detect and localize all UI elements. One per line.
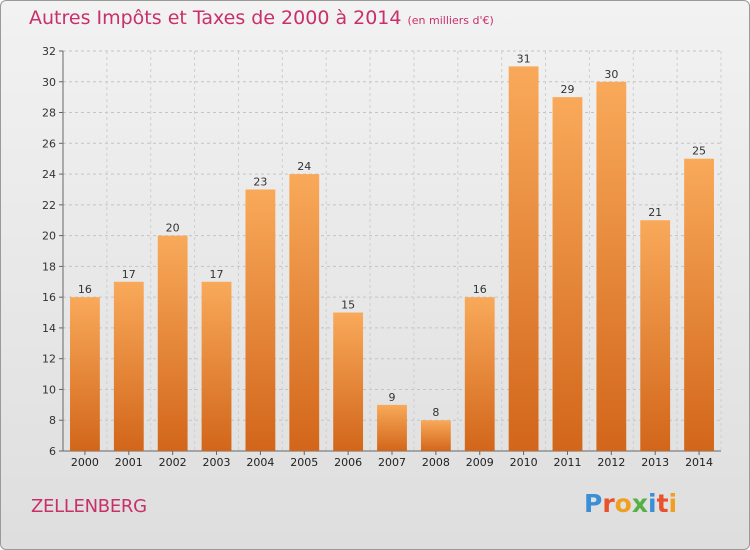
bar-value-label: 31 [517,52,531,65]
x-tick-label: 2004 [246,456,274,469]
y-tick-label: 28 [42,107,56,120]
y-tick-label: 30 [42,76,56,89]
bar-value-label: 17 [122,268,136,281]
bar [201,281,232,451]
y-tick-label: 18 [42,260,56,273]
bar-value-label: 15 [341,299,355,312]
bar-value-label: 16 [78,283,92,296]
x-tick-label: 2007 [378,456,406,469]
y-tick-label: 20 [42,230,56,243]
bar-value-label: 9 [389,391,396,404]
x-tick-label: 2006 [334,456,362,469]
bar-value-label: 20 [166,222,180,235]
bar-value-label: 16 [473,283,487,296]
bar [508,66,539,451]
bar [596,81,627,452]
x-tick-label: 2014 [685,456,713,469]
bars [70,66,714,452]
bar-value-label: 21 [648,206,662,219]
bar-value-label: 29 [560,83,574,96]
y-tick-label: 22 [42,199,56,212]
bar-value-label: 23 [253,175,267,188]
bar [640,220,671,451]
bar-value-label: 17 [210,268,224,281]
logo-letter: x [631,489,648,518]
y-tick-label: 14 [42,322,56,335]
x-tick-label: 2001 [115,456,143,469]
x-tick-label: 2000 [71,456,99,469]
y-tick-label: 16 [42,291,56,304]
logo-letter: o [614,489,632,518]
bar [464,297,495,451]
x-tick-label: 2011 [553,456,581,469]
bar [377,404,407,451]
bar [333,312,364,451]
bar [245,189,276,451]
x-tick-label: 2009 [466,456,494,469]
y-tick-label: 10 [42,383,56,396]
bar-value-label: 24 [297,160,311,173]
x-tick-label: 2013 [641,456,669,469]
logo-letter: r [602,489,615,518]
logo-letter: i [668,489,678,518]
x-tick-label: 2003 [203,456,231,469]
bar [684,158,714,451]
labels: 16 2000 17 2001 20 2002 17 2003 23 2004 24 2005 15 20… [71,52,713,469]
proxiti-logo[interactable]: Proxiti [584,489,677,518]
x-tick-label: 2012 [597,456,625,469]
y-tick-label: 26 [42,137,56,150]
chart-title: Autres Impôts et Taxes de 2000 à 2014 (en… [29,7,494,29]
x-tick-label: 2008 [422,456,450,469]
y-tick-label: 32 [42,45,56,58]
bar [157,235,188,451]
town-name: ZELLENBERG [31,496,147,517]
y-tick-label: 8 [49,414,56,427]
bar-value-label: 25 [692,145,706,158]
logo-letter: t [656,489,669,518]
bar [420,420,451,451]
y-tick-label: 24 [42,168,56,181]
bar [552,97,583,452]
chart-subtitle: (en milliers d'€) [407,14,494,27]
bar [70,297,100,451]
bar-value-label: 8 [432,406,439,419]
x-tick-label: 2005 [290,456,318,469]
chart-title-text: Autres Impôts et Taxes de 2000 à 2014 [29,7,402,29]
bar-value-label: 30 [604,68,618,81]
bar [113,281,144,451]
logo-letter: i [648,489,657,518]
y-tick-label: 6 [49,445,56,458]
y-tick-label: 12 [42,353,56,366]
logo-letter: P [584,489,603,518]
x-tick-label: 2010 [510,456,538,469]
bar [289,174,320,452]
x-tick-label: 2002 [159,456,187,469]
